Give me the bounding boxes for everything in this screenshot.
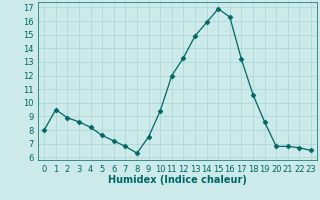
X-axis label: Humidex (Indice chaleur): Humidex (Indice chaleur) xyxy=(108,175,247,185)
